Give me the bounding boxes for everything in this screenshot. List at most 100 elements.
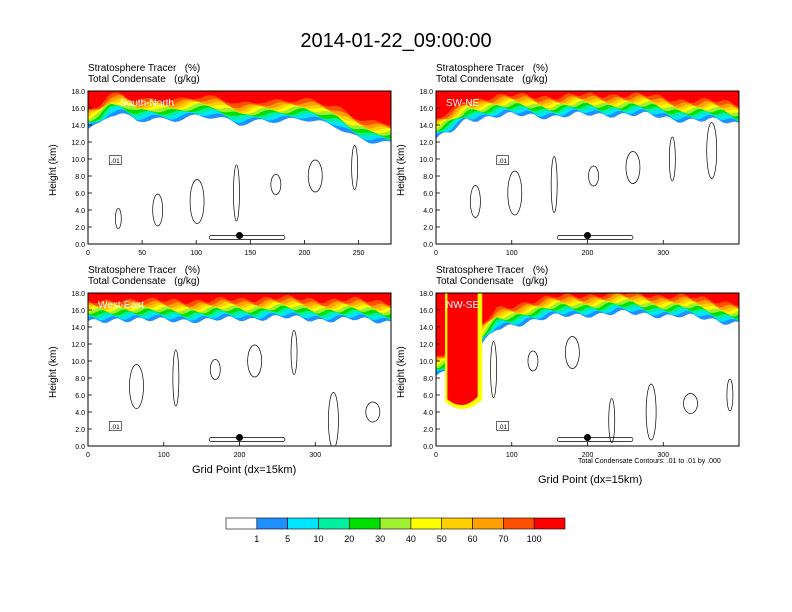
- y-tick-label: 12.0: [419, 342, 433, 349]
- location-marker: [584, 232, 591, 239]
- tracer-band: [88, 91, 391, 126]
- y-tick-label: 14.0: [419, 123, 433, 130]
- contour-line: [351, 145, 358, 190]
- condensate-contours: [129, 330, 381, 446]
- colorbar-swatch: [410, 517, 443, 530]
- x-axis-label-4: Grid Point (dx=15km): [538, 474, 643, 486]
- location-marker: [236, 232, 243, 239]
- colorbar-swatch: [318, 517, 350, 530]
- x-tick-label: 200: [299, 250, 311, 257]
- y-tick-label: 2.0: [75, 225, 85, 232]
- tracer-band: [436, 91, 739, 119]
- x-tick-label: 200: [234, 452, 246, 459]
- x-tick-label: 100: [506, 250, 518, 257]
- contour-line: [625, 151, 641, 184]
- y-tick-label: 12.0: [71, 342, 85, 349]
- contour-line: [608, 398, 616, 443]
- colorbar-swatch: [472, 517, 504, 530]
- y-tick-label: 14.0: [71, 325, 85, 332]
- contour-line: [365, 401, 381, 423]
- x-tick-label: 250: [353, 250, 365, 257]
- colorbar-label: 100: [527, 534, 542, 544]
- colorbar-swatch: [441, 517, 473, 530]
- y-tick-label: 12.0: [419, 140, 433, 147]
- colorbar-label: 30: [375, 534, 385, 544]
- y-tick-label: 10.0: [419, 157, 433, 164]
- contour-line: [233, 164, 240, 222]
- y-tick-label: 0.0: [423, 242, 433, 249]
- contour-label-box: [496, 155, 509, 165]
- y-tick-label: 14.0: [419, 325, 433, 332]
- tracer-band: [436, 91, 739, 121]
- y-tick-label: 18.0: [71, 89, 85, 96]
- panel-subtitle-4: Stratosphere Tracer (%) Total Condensate …: [436, 265, 549, 287]
- contour-line: [152, 193, 164, 227]
- x-tick-label: 100: [190, 250, 202, 257]
- contour-line: [307, 159, 323, 193]
- panel-4: .01 NW-SE 0.0 2.0 4.0 6.0 8.0 10.0 12.0 14.0 16.0 1…: [419, 291, 740, 459]
- y-tick-label: 16.0: [71, 308, 85, 315]
- panel-frame: [87, 90, 392, 245]
- y-tick-label: 0.0: [423, 444, 433, 451]
- panel-plot-area: [436, 293, 739, 443]
- y-tick-label: 18.0: [419, 291, 433, 298]
- colorbar-swatch: [348, 517, 381, 530]
- contour-line: [683, 393, 698, 414]
- contour-line: [209, 359, 221, 380]
- x-tick-label: 0: [86, 452, 90, 459]
- colorbar-label: 10: [313, 534, 323, 544]
- y-tick-label: 8.0: [423, 376, 433, 383]
- condensate-contours: [470, 122, 718, 240]
- y-tick-label: 16.0: [71, 106, 85, 113]
- panel-plot-area: [88, 91, 391, 240]
- section-label: West-East: [98, 300, 144, 311]
- contour-label: .01: [498, 158, 507, 165]
- colorbar-swatch: [379, 517, 412, 530]
- contour-line: [556, 235, 634, 240]
- y-tick-label: 4.0: [423, 208, 433, 215]
- tracer-band: [436, 293, 739, 367]
- y-tick-label: 8.0: [75, 174, 85, 181]
- y-tick-label: 6.0: [75, 191, 85, 198]
- y-tick-label: 6.0: [75, 393, 85, 400]
- panel-subtitle-2: Stratosphere Tracer (%) Total Condensate …: [436, 63, 549, 85]
- y-tick-label: 10.0: [419, 359, 433, 366]
- y-tick-label: 8.0: [423, 174, 433, 181]
- contour-line: [129, 364, 144, 409]
- panel-subtitle-3: Stratosphere Tracer (%) Total Condensate …: [88, 265, 201, 287]
- contour-line: [247, 344, 262, 378]
- colorbar-label: 70: [498, 534, 508, 544]
- x-tick-label: 150: [244, 250, 256, 257]
- y-tick-label: 4.0: [75, 410, 85, 417]
- y-tick-label: 16.0: [419, 308, 433, 315]
- contour-line: [208, 437, 286, 442]
- tracer-band: [436, 293, 739, 358]
- contour-label-box: [108, 155, 122, 165]
- x-tick-label: 100: [158, 452, 170, 459]
- contour-label-box: [496, 421, 509, 431]
- y-tick-label: 16.0: [419, 106, 433, 113]
- colorbar-swatch: [256, 517, 288, 530]
- contour-line: [527, 350, 539, 372]
- colorbar-label: 50: [437, 534, 447, 544]
- contour-line: [270, 174, 282, 195]
- colorbar-swatch: [503, 517, 535, 530]
- contour-line: [588, 165, 599, 187]
- y-tick-label: 8.0: [75, 376, 85, 383]
- location-marker: [236, 434, 243, 441]
- contour-label: .01: [111, 158, 120, 165]
- contour-line: [172, 349, 180, 407]
- contour-line: [556, 437, 634, 442]
- contour-label: .01: [498, 424, 507, 431]
- colorbar-label: 20: [344, 534, 354, 544]
- panel-2: .01 SW-NE 0.0 2.0 4.0 6.0 8.0 10.0 12.0 14.0 16.0 1…: [419, 89, 740, 257]
- contour-label: .01: [111, 424, 120, 431]
- panel-3: .01 West-East 0.0 2.0 4.0 6.0 8.0 10.0 12.0 14.0 1…: [71, 291, 392, 459]
- y-tick-label: 12.0: [71, 140, 85, 147]
- x-tick-label: 100: [506, 452, 518, 459]
- y-tick-label: 2.0: [423, 225, 433, 232]
- x-tick-label: 300: [309, 452, 321, 459]
- colorbar-swatch: [533, 517, 566, 530]
- y-tick-label: 0.0: [75, 242, 85, 249]
- y-tick-label: 2.0: [423, 427, 433, 434]
